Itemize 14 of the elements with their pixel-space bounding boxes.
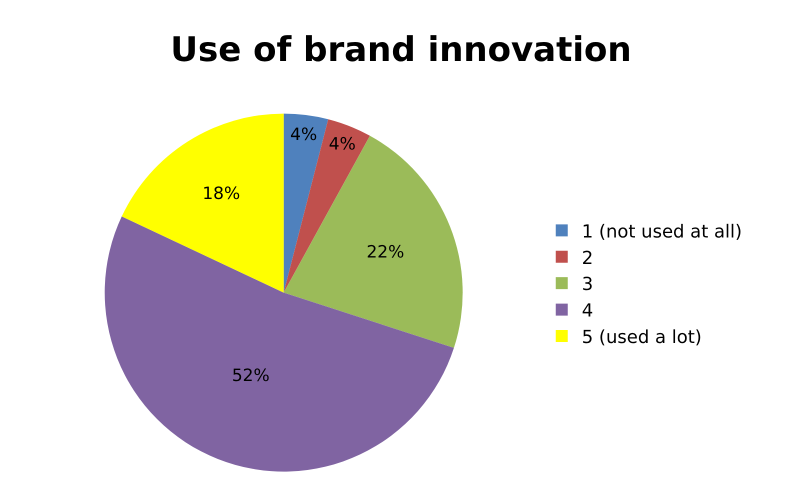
pie-slice — [284, 114, 328, 293]
chart-title: Use of brand innovation — [170, 30, 632, 70]
data-label: 18% — [202, 184, 240, 204]
legend-label: 2 — [582, 248, 594, 269]
legend-label: 3 — [582, 274, 594, 296]
data-label: 22% — [366, 242, 404, 262]
legend-label: 1 (not used at all) — [582, 221, 742, 242]
legend-label: 5 (used a lot) — [582, 327, 702, 348]
pie-slice — [105, 216, 454, 472]
data-label: 4% — [328, 134, 356, 155]
data-label: 4% — [290, 124, 318, 145]
data-label: 52% — [232, 366, 270, 386]
pie-slice — [122, 114, 284, 293]
legend-label: 4 — [582, 300, 594, 322]
